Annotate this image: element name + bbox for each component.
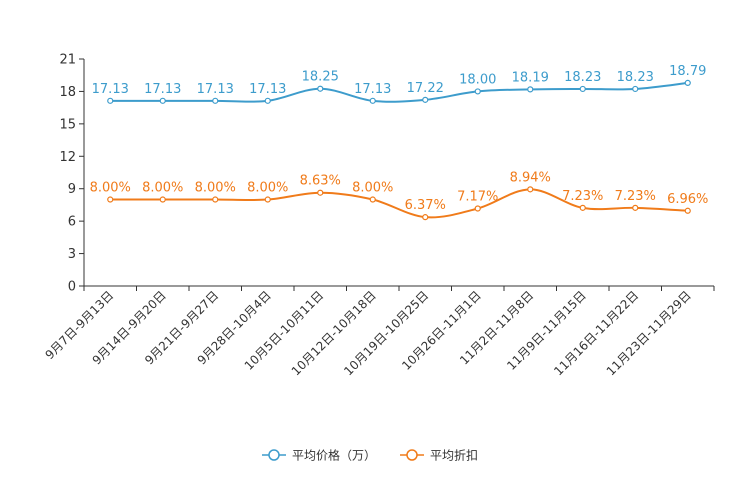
data-point[interactable] [369,97,376,104]
data-point[interactable] [527,186,534,193]
data-point[interactable] [107,196,114,203]
data-label: 18.00 [459,72,496,87]
legend-marker-icon [268,449,280,461]
data-label: 7.23% [562,189,603,204]
data-label: 6.37% [405,198,446,213]
data-label: 8.94% [510,170,551,185]
data-label: 7.23% [615,189,656,204]
data-point[interactable] [212,97,219,104]
data-point[interactable] [632,85,639,93]
data-point[interactable] [159,196,166,203]
series-line-1 [110,188,688,219]
y-tick-label: 0 [68,280,76,295]
data-label: 17.13 [354,82,391,97]
data-point[interactable] [527,86,534,93]
data-point[interactable] [632,204,639,211]
data-label: 17.13 [144,82,181,97]
y-tick-label: 6 [68,215,76,230]
data-point[interactable] [264,97,271,104]
data-labels: 17.13 17.13 17.13 17.13 18.25 17.13 17.22 18.00… [90,64,709,213]
y-tick-label: 3 [68,247,76,262]
y-tick-label: 15 [59,117,76,132]
data-label: 8.00% [195,181,236,196]
data-point[interactable] [422,214,429,221]
data-label: 17.13 [92,82,129,97]
data-label: 18.25 [302,70,339,85]
data-label: 8.00% [247,181,288,196]
data-point[interactable] [317,85,324,92]
data-point[interactable] [212,196,219,203]
data-point[interactable] [264,196,271,203]
data-point[interactable] [684,79,691,86]
data-label: 17.13 [197,82,234,97]
data-point[interactable] [474,205,481,212]
legend-marker-icon [406,449,418,461]
legend-label: 平均价格（万） [292,448,376,463]
series-line-0 [110,81,688,103]
y-tick-label: 9 [68,182,76,197]
data-label: 18.23 [617,70,654,85]
data-point[interactable] [159,97,166,104]
data-label: 8.63% [300,174,341,189]
data-label: 7.17% [457,189,498,204]
data-point[interactable] [317,189,324,196]
data-label: 8.00% [352,181,393,196]
y-tick-label: 21 [59,53,76,68]
data-label: 18.23 [564,70,601,85]
data-point[interactable] [369,196,376,203]
legend[interactable]: 平均价格（万） 平均折扣 [262,448,478,463]
data-label: 8.00% [142,181,183,196]
data-label: 18.79 [669,64,706,79]
data-point[interactable] [684,207,691,214]
data-label: 17.22 [407,81,444,96]
y-tick-label: 12 [59,150,76,165]
data-point[interactable] [474,88,481,95]
data-label: 8.00% [90,181,131,196]
legend-item-1[interactable]: 平均折扣 [400,448,478,463]
data-label: 17.13 [249,82,286,97]
data-point[interactable] [579,204,586,211]
legend-item-0[interactable]: 平均价格（万） [262,448,376,463]
data-point[interactable] [107,97,114,104]
y-tick-label: 18 [59,85,76,100]
series-lines [107,79,691,221]
data-point[interactable] [422,96,429,103]
data-point[interactable] [579,85,586,93]
data-label: 18.19 [512,70,549,85]
legend-label: 平均折扣 [430,448,478,463]
data-label: 6.96% [667,192,708,207]
